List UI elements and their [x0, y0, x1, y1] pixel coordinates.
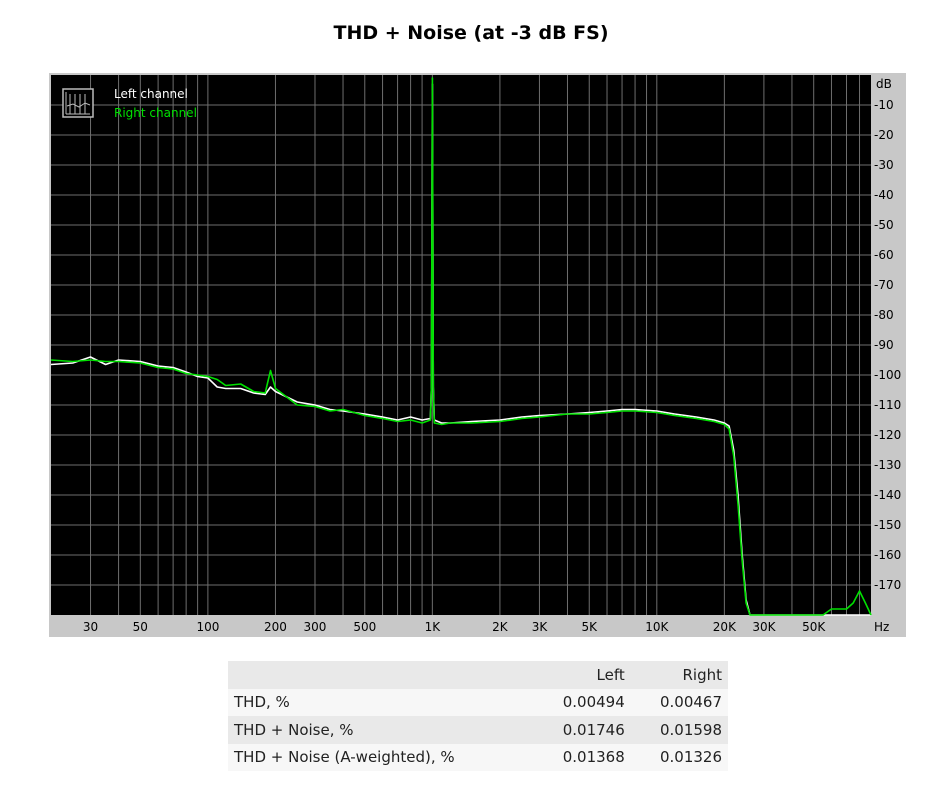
y-tick-labels: -10 -20 -30 -40 -50 -60 -70 -80 -90 -100 -110 -120 -… — [874, 98, 901, 592]
x-tick-label: 10K — [645, 620, 669, 634]
stats-row-thd-noise-a-weighted: THD + Noise (A-weighted), % 0.01368 0.01… — [228, 743, 728, 771]
chart-title: THD + Noise (at -3 dB FS) — [333, 22, 609, 44]
y-tick-label: -50 — [874, 218, 894, 232]
x-tick-label: 30 — [83, 620, 98, 634]
legend-icon-frame — [62, 88, 94, 118]
x-tick-label: 1K — [425, 620, 442, 634]
y-tick-label: -60 — [874, 248, 894, 262]
series-right-channel — [50, 77, 872, 616]
y-tick-label: -70 — [874, 278, 894, 292]
stats-header-left: Left — [596, 665, 625, 684]
x-tick-label: 200 — [264, 620, 287, 634]
y-tick-label: -90 — [874, 338, 894, 352]
stats-row-left: 0.01368 — [562, 748, 625, 767]
y-tick-label: -130 — [874, 458, 901, 472]
legend-right-channel: Right channel — [114, 106, 197, 120]
stats-row-left: 0.00494 — [562, 693, 625, 712]
x-tick-label: 500 — [353, 620, 376, 634]
stats-row-label: THD + Noise, % — [234, 720, 354, 739]
stats-table: Left Right THD, % 0.00494 0.00467 THD + … — [228, 661, 728, 771]
y-tick-label: -110 — [874, 398, 901, 412]
grid-lines — [51, 75, 871, 615]
y-tick-label: -100 — [874, 368, 901, 382]
y-tick-label: -30 — [874, 158, 894, 172]
x-tick-label: 5K — [581, 620, 598, 634]
stats-row-thd: THD, % 0.00494 0.00467 — [228, 688, 728, 716]
series-layer — [50, 77, 872, 616]
x-tick-labels: 30 50 100 200 300 500 1K 2K 3K 5K 10K 20K 30K 50K — [83, 620, 827, 634]
stats-row-right: 0.01326 — [659, 748, 722, 767]
stats-row-thd-noise: THD + Noise, % 0.01746 0.01598 — [228, 716, 728, 744]
x-tick-label: 20K — [713, 620, 737, 634]
x-tick-label: 50 — [133, 620, 148, 634]
x-axis-unit: Hz — [874, 620, 889, 634]
legend-icon — [65, 92, 91, 115]
stats-row-right: 0.01598 — [659, 720, 722, 739]
y-tick-label: -170 — [874, 578, 901, 592]
stats-row-label: THD + Noise (A-weighted), % — [234, 748, 455, 767]
x-tick-label: 30K — [752, 620, 776, 634]
y-tick-label: -20 — [874, 128, 894, 142]
x-tick-label: 50K — [802, 620, 826, 634]
y-tick-label: -10 — [874, 98, 894, 112]
legend-left-channel: Left channel — [114, 87, 188, 101]
stats-row-left: 0.01746 — [562, 720, 625, 739]
thd-noise-chart: -10 -20 -30 -40 -50 -60 -70 -80 -90 -100 -110 -120 -… — [49, 73, 906, 637]
x-tick-label: 2K — [492, 620, 509, 634]
stats-header-label — [228, 661, 534, 689]
x-tick-label: 300 — [304, 620, 327, 634]
stats-row-label: THD, % — [234, 693, 290, 712]
y-tick-label: -160 — [874, 548, 901, 562]
stats-header-right: Right — [682, 665, 723, 684]
legend: Left channel Right channel — [62, 87, 197, 120]
y-tick-label: -80 — [874, 308, 894, 322]
y-tick-label: -150 — [874, 518, 901, 532]
y-tick-label: -140 — [874, 488, 901, 502]
y-axis-unit: dB — [876, 77, 892, 91]
x-tick-label: 100 — [196, 620, 219, 634]
stats-header-row: Left Right — [228, 661, 728, 689]
stats-row-right: 0.00467 — [659, 693, 722, 712]
x-tick-label: 3K — [532, 620, 549, 634]
y-tick-label: -120 — [874, 428, 901, 442]
y-tick-label: -40 — [874, 188, 894, 202]
